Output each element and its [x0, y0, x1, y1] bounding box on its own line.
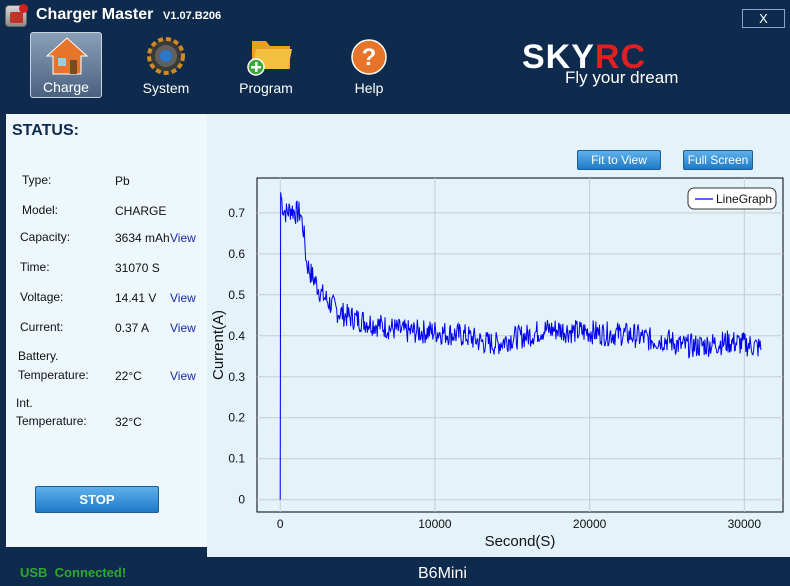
brand-logo: SKYRC — [522, 38, 646, 77]
type-value: Pb — [115, 174, 130, 188]
voltage-view-link[interactable]: View — [170, 291, 196, 305]
status-panel: STATUS: Type: Pb Model: CHARGE Capacity:… — [6, 114, 207, 547]
model-label: Model: — [22, 203, 59, 217]
y-tick-label: 0.6 — [228, 247, 245, 261]
stop-button[interactable]: STOP — [35, 486, 159, 513]
program-tab-label: Program — [239, 80, 293, 96]
capacity-value: 3634 mAh — [115, 231, 170, 245]
series-line — [279, 192, 762, 500]
int-temp-label-line2: Temperature: — [16, 414, 87, 428]
status-bar: USB Connected! B6Mini — [0, 557, 790, 586]
title-bar: Charger Master V1.07.B206 X — [0, 0, 790, 32]
x-tick-label: 0 — [277, 517, 284, 531]
svg-text:?: ? — [362, 44, 377, 71]
int-temp-label-line1: Int. — [16, 396, 33, 410]
battery-temp-label-line1: Battery. — [18, 349, 59, 363]
legend-label: LineGraph — [716, 192, 772, 206]
type-label: Type: — [22, 173, 52, 187]
y-tick-label: 0.1 — [228, 452, 245, 466]
device-name: B6Mini — [418, 565, 467, 582]
current-view-link[interactable]: View — [170, 321, 196, 335]
charge-tab[interactable]: Charge — [30, 32, 102, 98]
battery-temp-label-line2: Temperature: — [18, 368, 89, 382]
x-axis-label: Second(S) — [485, 533, 556, 550]
current-chart: 0 10000 20000 30000 0 0.1 0.2 0.3 0.4 0.5 0.6 0.7 S… — [210, 177, 784, 550]
logo-sky: SKY — [522, 38, 595, 76]
logo-rc: RC — [594, 38, 647, 76]
y-tick-label: 0.5 — [228, 288, 245, 302]
model-value: CHARGE — [115, 204, 167, 218]
folder-add-icon — [247, 41, 292, 76]
full-screen-button[interactable]: Full Screen — [683, 150, 753, 170]
help-tab-label: Help — [354, 80, 384, 96]
program-tab[interactable]: Program — [230, 32, 302, 98]
x-tick-label: 10000 — [418, 517, 452, 531]
graph-panel: Fit to View Full Screen 0 10000 20000 30000… — [207, 114, 790, 557]
battery-temp-view-link[interactable]: View — [170, 369, 196, 383]
y-tick-label: 0 — [238, 493, 245, 507]
close-button[interactable]: X — [742, 9, 785, 28]
toolbar: Charge System Program ? Help — [0, 32, 790, 114]
y-axis-label: Current(A) — [210, 310, 227, 380]
help-tab[interactable]: ? Help — [333, 32, 405, 98]
brand-tagline: Fly your dream — [565, 68, 679, 87]
charge-tab-label: Charge — [43, 79, 89, 95]
current-value: 0.37 A — [115, 321, 150, 335]
x-tick-label: 20000 — [573, 517, 607, 531]
capacity-label: Capacity: — [20, 230, 71, 244]
app-logo-icon — [5, 4, 28, 27]
system-tab[interactable]: System — [130, 32, 202, 98]
usb-status: USB Connected! — [20, 565, 127, 580]
y-tick-label: 0.4 — [228, 329, 245, 343]
help-icon: ? — [351, 39, 387, 75]
battery-temp-value: 22°C — [115, 369, 142, 383]
time-value: 31070 S — [115, 261, 160, 275]
fit-to-view-button[interactable]: Fit to View — [577, 150, 661, 170]
capacity-view-link[interactable]: View — [170, 231, 196, 245]
y-tick-label: 0.7 — [228, 206, 245, 220]
y-tick-label: 0.3 — [228, 370, 245, 384]
voltage-value: 14.41 V — [115, 291, 157, 305]
current-label: Current: — [20, 320, 64, 334]
home-icon — [45, 37, 89, 75]
app-title: Charger Master — [36, 6, 154, 23]
app-version: V1.07.B206 — [163, 10, 222, 22]
time-label: Time: — [20, 260, 50, 274]
gear-icon — [147, 37, 185, 75]
legend: LineGraph — [687, 187, 777, 210]
y-tick-label: 0.2 — [228, 411, 245, 425]
x-tick-label: 30000 — [728, 517, 762, 531]
system-tab-label: System — [142, 80, 190, 96]
voltage-label: Voltage: — [20, 290, 64, 304]
status-title: STATUS: — [12, 122, 79, 139]
int-temp-value: 32°C — [115, 415, 142, 429]
